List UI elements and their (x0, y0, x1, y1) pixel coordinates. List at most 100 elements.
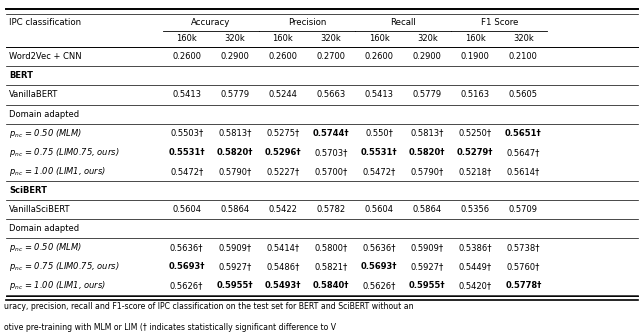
Text: 0.5909†: 0.5909† (218, 243, 252, 252)
Text: SciBERT: SciBERT (9, 186, 47, 195)
Text: 0.5693†: 0.5693† (168, 262, 205, 271)
Text: 320k: 320k (225, 34, 245, 43)
Text: 0.5738†: 0.5738† (507, 243, 540, 252)
Text: 0.5703†: 0.5703† (314, 148, 348, 157)
Text: 0.5693†: 0.5693† (361, 262, 397, 271)
Text: 0.5909†: 0.5909† (411, 243, 444, 252)
Text: $p_{nc}$ = 1.00 (LIM1, ours): $p_{nc}$ = 1.00 (LIM1, ours) (9, 279, 106, 292)
Text: 0.5413: 0.5413 (365, 91, 394, 100)
Text: 0.5279†: 0.5279† (457, 148, 493, 157)
Text: 0.1900: 0.1900 (461, 52, 490, 61)
Text: 0.5604: 0.5604 (365, 205, 394, 214)
Text: 0.5700†: 0.5700† (314, 167, 348, 176)
Text: 0.5250†: 0.5250† (459, 129, 492, 138)
Text: 0.5778†: 0.5778† (505, 281, 541, 290)
Text: 0.5493†: 0.5493† (264, 281, 301, 290)
Text: 0.5927†: 0.5927† (411, 262, 444, 271)
Text: 0.550†: 0.550† (365, 129, 393, 138)
Text: 0.5955†: 0.5955† (409, 281, 445, 290)
Text: 0.2900: 0.2900 (413, 52, 442, 61)
Text: uracy, precision, recall and F1-score of IPC classification on the test set for : uracy, precision, recall and F1-score of… (4, 302, 413, 311)
Text: 0.5356: 0.5356 (461, 205, 490, 214)
Text: otive pre-training with MLM or LIM († indicates statistically significant differ: otive pre-training with MLM or LIM († in… (4, 323, 336, 332)
Text: IPC classification: IPC classification (9, 18, 81, 27)
Text: 0.5614†: 0.5614† (507, 167, 540, 176)
Text: 0.5227†: 0.5227† (266, 167, 300, 176)
Text: F1 Score: F1 Score (481, 18, 518, 27)
Text: Domain adapted: Domain adapted (9, 224, 79, 233)
Text: $p_{nc}$ = 0.50 (MLM): $p_{nc}$ = 0.50 (MLM) (9, 127, 82, 140)
Text: 0.5813†: 0.5813† (218, 129, 252, 138)
Text: 0.5651†: 0.5651† (505, 129, 542, 138)
Text: Word2Vec + CNN: Word2Vec + CNN (9, 52, 82, 61)
Text: 0.5414†: 0.5414† (266, 243, 300, 252)
Text: 0.5386†: 0.5386† (459, 243, 492, 252)
Text: 0.5604: 0.5604 (172, 205, 201, 214)
Text: 0.5296†: 0.5296† (264, 148, 301, 157)
Text: 0.5647†: 0.5647† (507, 148, 540, 157)
Text: 320k: 320k (321, 34, 341, 43)
Text: 0.5449†: 0.5449† (459, 262, 492, 271)
Text: 0.5531†: 0.5531† (168, 148, 205, 157)
Text: $p_{nc}$ = 0.50 (MLM): $p_{nc}$ = 0.50 (MLM) (9, 241, 82, 254)
Text: 0.5790†: 0.5790† (411, 167, 444, 176)
Text: 0.5486†: 0.5486† (266, 262, 300, 271)
Text: 320k: 320k (417, 34, 438, 43)
Text: 0.5218†: 0.5218† (459, 167, 492, 176)
Text: 0.5531†: 0.5531† (361, 148, 397, 157)
Text: 0.2900: 0.2900 (220, 52, 249, 61)
Text: 0.5626†: 0.5626† (362, 281, 396, 290)
Text: 0.5422: 0.5422 (268, 205, 298, 214)
Text: 0.5864: 0.5864 (220, 205, 250, 214)
Text: 0.5472†: 0.5472† (170, 167, 204, 176)
Text: 320k: 320k (513, 34, 534, 43)
Text: 0.5779: 0.5779 (220, 91, 250, 100)
Text: 0.2700: 0.2700 (317, 52, 346, 61)
Text: 0.5275†: 0.5275† (266, 129, 300, 138)
Text: 0.2600: 0.2600 (365, 52, 394, 61)
Text: 0.5840†: 0.5840† (313, 281, 349, 290)
Text: 0.5744†: 0.5744† (313, 129, 349, 138)
Text: 0.5420†: 0.5420† (459, 281, 492, 290)
Text: 0.5413: 0.5413 (172, 91, 201, 100)
Text: $p_{nc}$ = 1.00 (LIM1, ours): $p_{nc}$ = 1.00 (LIM1, ours) (9, 165, 106, 178)
Text: 0.5636†: 0.5636† (362, 243, 396, 252)
Text: Accuracy: Accuracy (191, 18, 230, 27)
Text: 0.5782: 0.5782 (316, 205, 346, 214)
Text: 0.5709: 0.5709 (509, 205, 538, 214)
Text: 0.5244: 0.5244 (268, 91, 298, 100)
Text: 0.5779: 0.5779 (413, 91, 442, 100)
Text: 0.5927†: 0.5927† (218, 262, 252, 271)
Text: 160k: 160k (273, 34, 293, 43)
Text: 0.5760†: 0.5760† (507, 262, 540, 271)
Text: 0.5821†: 0.5821† (314, 262, 348, 271)
Text: Recall: Recall (390, 18, 416, 27)
Text: 0.5663: 0.5663 (316, 91, 346, 100)
Text: 0.5790†: 0.5790† (218, 167, 252, 176)
Text: 0.5626†: 0.5626† (170, 281, 204, 290)
Text: 0.5472†: 0.5472† (362, 167, 396, 176)
Text: $p_{nc}$ = 0.75 (LIM0.75, ours): $p_{nc}$ = 0.75 (LIM0.75, ours) (9, 260, 120, 273)
Text: 0.5864: 0.5864 (413, 205, 442, 214)
Text: 0.5800†: 0.5800† (314, 243, 348, 252)
Text: 160k: 160k (465, 34, 486, 43)
Text: 0.5605: 0.5605 (509, 91, 538, 100)
Text: BERT: BERT (9, 71, 33, 80)
Text: 0.2100: 0.2100 (509, 52, 538, 61)
Text: VanillaBERT: VanillaBERT (9, 91, 58, 100)
Text: $p_{nc}$ = 0.75 (LIM0.75, ours): $p_{nc}$ = 0.75 (LIM0.75, ours) (9, 146, 120, 159)
Text: 0.5163: 0.5163 (461, 91, 490, 100)
Text: 0.5820†: 0.5820† (409, 148, 445, 157)
Text: 0.2600: 0.2600 (268, 52, 298, 61)
Text: 0.2600: 0.2600 (172, 52, 201, 61)
Text: Domain adapted: Domain adapted (9, 110, 79, 119)
Text: 160k: 160k (176, 34, 197, 43)
Text: Precision: Precision (288, 18, 326, 27)
Text: 0.5955†: 0.5955† (216, 281, 253, 290)
Text: 160k: 160k (369, 34, 390, 43)
Text: VanillaSciBERT: VanillaSciBERT (9, 205, 70, 214)
Text: 0.5503†: 0.5503† (170, 129, 204, 138)
Text: 0.5813†: 0.5813† (410, 129, 444, 138)
Text: 0.5820†: 0.5820† (216, 148, 253, 157)
Text: 0.5636†: 0.5636† (170, 243, 204, 252)
